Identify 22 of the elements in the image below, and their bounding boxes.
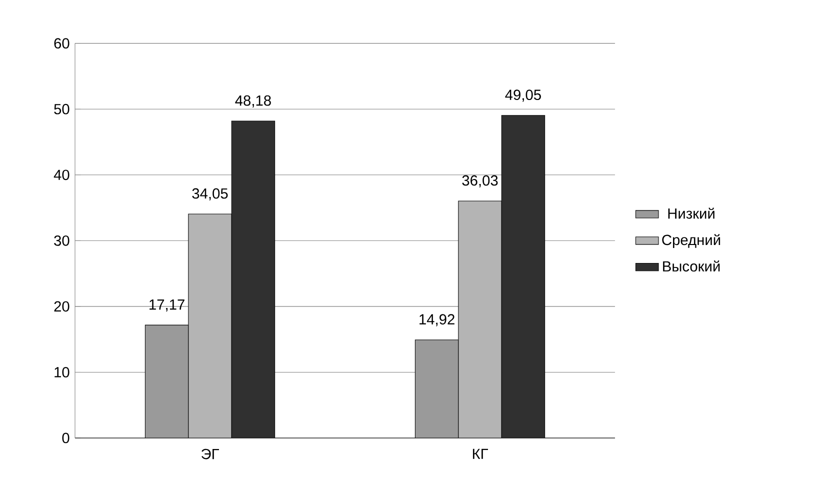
- y-tick-label: 40: [54, 170, 70, 180]
- bar: [188, 214, 232, 438]
- legend-label: Низкий: [668, 208, 714, 219]
- x-tick-label: ЭГ: [202, 448, 219, 460]
- legend-label: Высокий: [663, 260, 720, 272]
- y-tick-label: 10: [54, 367, 70, 378]
- bar: [458, 200, 502, 438]
- y-tick-label: 30: [54, 235, 70, 246]
- data-label: 34,05: [192, 188, 228, 200]
- x-tick-label: КГ: [472, 448, 488, 459]
- y-tick-label: 50: [54, 104, 70, 114]
- legend-label: Средний: [662, 234, 720, 248]
- y-tick-label: 60: [54, 38, 70, 49]
- data-label: 17,17: [150, 299, 184, 312]
- y-tick-label: 20: [54, 301, 70, 312]
- data-label: 14,92: [420, 314, 454, 326]
- data-label: 36,03: [462, 175, 498, 188]
- bar: [232, 121, 275, 438]
- bar: [501, 115, 546, 438]
- y-tick-label: 0: [62, 432, 70, 444]
- data-label: 49,05: [505, 90, 541, 102]
- data-label: 48,18: [235, 95, 271, 108]
